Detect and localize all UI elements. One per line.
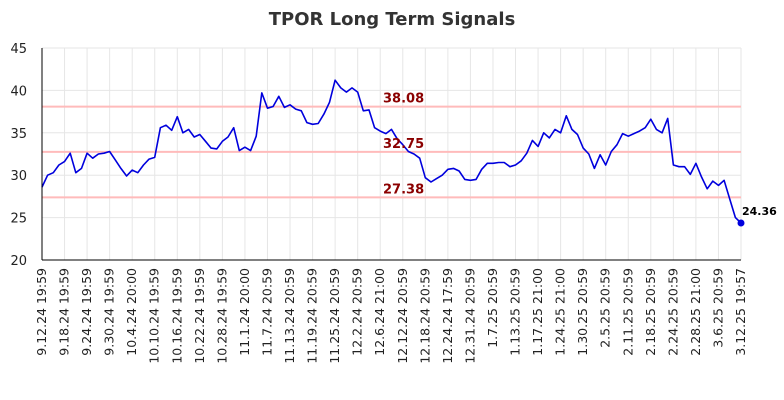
y-tick-label: 35 <box>10 127 27 142</box>
signal-level-label: 27.38 <box>383 182 424 197</box>
y-axis-ticks: 20 25 30 35 40 45 <box>10 42 27 269</box>
x-tick-label: 2.5.25 20:59 <box>598 268 613 348</box>
x-tick-label: 10.10.24 19:59 <box>147 268 162 364</box>
x-tick-label: 10.16.24 19:59 <box>169 268 184 364</box>
x-tick-label: 11.7.24 20:59 <box>259 268 274 356</box>
signal-level-label: 32.75 <box>383 137 424 152</box>
x-tick-label: 1.13.25 20:59 <box>508 268 523 356</box>
last-point-marker <box>737 219 745 227</box>
x-tick-label: 11.19.24 20:59 <box>305 268 320 364</box>
x-tick-label: 1.30.25 20:59 <box>575 268 590 356</box>
x-tick-label: 3.6.25 20:59 <box>710 268 725 348</box>
signal-levels <box>42 105 741 199</box>
y-tick-label: 20 <box>10 254 27 269</box>
y-tick-label: 40 <box>10 84 27 99</box>
x-tick-label: 9.18.24 19:59 <box>57 268 72 356</box>
x-tick-label: 10.22.24 19:59 <box>192 268 207 364</box>
x-tick-label: 9.24.24 19:59 <box>79 268 94 356</box>
x-tick-label: 9.12.24 19:59 <box>34 268 49 356</box>
y-tick-label: 45 <box>10 42 27 57</box>
chart-title: TPOR Long Term Signals <box>269 9 516 30</box>
x-tick-label: 1.7.25 20:59 <box>485 268 500 348</box>
x-tick-label: 11.25.24 20:59 <box>327 268 342 364</box>
x-tick-label: 10.28.24 19:59 <box>214 268 229 364</box>
x-tick-label: 2.28.25 21:00 <box>688 268 703 356</box>
x-tick-label: 1.17.25 21:00 <box>530 268 545 356</box>
last-price-label: 24.36 <box>742 205 777 218</box>
price-series <box>41 79 745 227</box>
y-tick-label: 25 <box>10 212 27 227</box>
x-tick-label: 11.1.24 20:00 <box>237 268 252 356</box>
axes <box>41 48 741 261</box>
x-tick-label: 3.12.25 19:57 <box>733 268 748 356</box>
x-tick-label: 11.13.24 20:59 <box>282 268 297 364</box>
x-axis-ticks: 9.12.24 19:59 9.18.24 19:59 9.24.24 19:59 9… <box>34 268 748 364</box>
x-tick-label: 12.12.24 20:59 <box>395 268 410 364</box>
x-tick-label: 12.18.24 20:59 <box>417 268 432 364</box>
signal-level-label: 38.08 <box>383 92 424 107</box>
x-tick-label: 1.24.25 21:00 <box>553 268 568 356</box>
x-tick-label: 2.11.25 20:59 <box>620 268 635 356</box>
y-tick-label: 30 <box>10 169 27 184</box>
x-tick-label: 9.30.24 19:59 <box>102 268 117 356</box>
x-tick-label: 12.31.24 20:59 <box>462 268 477 364</box>
x-tick-label: 12.6.24 21:00 <box>372 268 387 356</box>
x-tick-label: 12.24.24 17:59 <box>440 268 455 364</box>
x-tick-label: 2.18.25 20:59 <box>643 268 658 356</box>
x-tick-label: 10.4.24 20:00 <box>124 268 139 356</box>
annotations: 38.08 32.75 27.38 24.36 <box>383 92 777 218</box>
x-tick-label: 12.2.24 20:59 <box>350 268 365 356</box>
price-line <box>41 79 742 224</box>
grid <box>41 47 742 261</box>
x-tick-label: 2.24.25 20:59 <box>665 268 680 356</box>
